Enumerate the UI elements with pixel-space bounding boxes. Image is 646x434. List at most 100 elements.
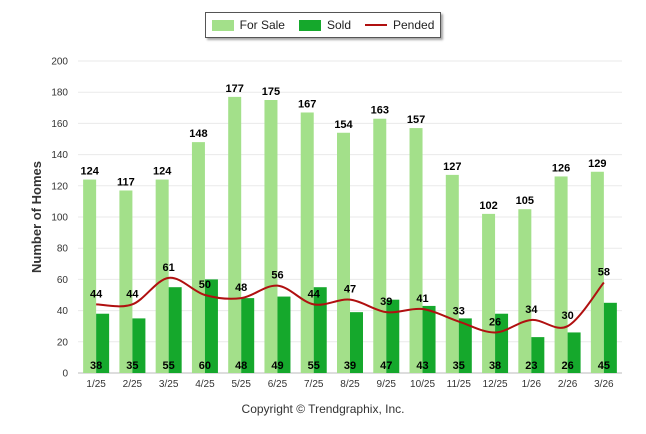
x-tick-label: 3/26	[594, 379, 614, 390]
data-label-for-sale: 148	[189, 128, 207, 140]
x-tick-label: 4/25	[195, 379, 215, 390]
data-label-sold: 45	[598, 360, 610, 372]
bar-for-sale	[482, 213, 496, 373]
x-tick-label: 12/25	[483, 379, 508, 390]
data-label-for-sale: 105	[516, 195, 534, 207]
bar-for-sale	[590, 171, 604, 373]
data-label-sold: 35	[126, 360, 138, 372]
data-label-pended: 34	[525, 304, 538, 316]
legend-item-sold[interactable]: Sold	[298, 18, 351, 32]
data-label-for-sale: 124	[80, 166, 99, 178]
bar-for-sale	[155, 179, 169, 373]
y-tick-label: 120	[51, 181, 68, 192]
bar-for-sale	[119, 190, 133, 373]
y-axis-label: Number of Homes	[29, 161, 44, 273]
bar-sold	[204, 279, 218, 373]
y-tick-label: 200	[51, 57, 68, 68]
data-label-pended: 41	[416, 293, 428, 305]
legend-label-for-sale: For Sale	[239, 18, 285, 32]
bar-sold	[386, 299, 400, 373]
data-label-for-sale: 127	[443, 161, 461, 173]
x-tick-label: 2/25	[123, 379, 143, 390]
data-label-sold: 48	[235, 360, 247, 372]
bar-for-sale	[518, 209, 532, 373]
y-axis: 0 20 40 60 80 100 120 140 160 180 200	[51, 57, 68, 380]
x-tick-label: 10/25	[410, 379, 435, 390]
data-label-sold: 55	[163, 360, 175, 372]
x-tick-label: 2/26	[558, 379, 578, 390]
bar-sold	[350, 312, 363, 373]
y-tick-label: 0	[62, 369, 68, 380]
line-pended	[96, 276, 605, 334]
bar-sold	[567, 332, 581, 373]
data-label-sold: 35	[453, 360, 465, 372]
bar-sold	[495, 313, 509, 373]
bar-for-sale	[409, 128, 423, 373]
data-label-pended: 47	[344, 284, 356, 296]
data-label-pended: 44	[126, 288, 139, 300]
data-label-pended: 26	[489, 316, 501, 328]
bar-sold	[531, 337, 545, 373]
bar-for-sale	[445, 174, 459, 373]
y-tick-label: 20	[57, 337, 69, 348]
y-tick-label: 40	[57, 306, 69, 317]
data-label-pended: 44	[308, 288, 321, 300]
legend-label-sold: Sold	[326, 18, 351, 32]
bar-for-sale	[228, 96, 242, 373]
y-tick-label: 60	[57, 275, 69, 286]
x-tick-label: 11/25	[447, 379, 472, 390]
data-label-for-sale: 154	[334, 119, 353, 131]
data-label-pended: 48	[235, 282, 247, 294]
y-tick-label: 180	[51, 88, 68, 99]
bar-sold	[313, 287, 327, 373]
x-tick-label: 8/25	[340, 379, 360, 390]
bar-sold	[96, 313, 110, 373]
legend-label-pended: Pended	[393, 18, 435, 32]
legend-swatch-pended	[365, 24, 387, 26]
data-label-sold: 38	[90, 360, 102, 372]
copyright-text: Copyright © Trendgraphix, Inc.	[241, 402, 405, 416]
data-label-pended: 44	[90, 288, 103, 300]
data-label-sold: 60	[199, 360, 211, 372]
bar-for-sale	[83, 179, 97, 373]
legend-item-pended[interactable]: Pended	[365, 18, 434, 32]
data-label-for-sale: 167	[298, 98, 316, 110]
x-tick-label: 1/26	[522, 379, 542, 390]
data-label-for-sale: 117	[117, 176, 135, 188]
bar-for-sale	[373, 118, 387, 373]
bar-sold	[422, 305, 436, 373]
data-label-sold: 39	[344, 360, 356, 372]
data-label-sold: 47	[380, 360, 392, 372]
data-label-for-sale: 175	[262, 86, 280, 98]
x-tick-label: 3/25	[159, 379, 179, 390]
data-label-for-sale: 163	[371, 105, 389, 117]
data-label-pended: 56	[271, 270, 283, 282]
data-label-for-sale: 129	[588, 158, 606, 170]
data-label-sold: 38	[489, 360, 501, 372]
bar-sold	[603, 302, 617, 373]
x-tick-label: 7/25	[304, 379, 324, 390]
data-label-pended: 39	[380, 296, 392, 308]
series-for-sale: 124 117 124 148 177 175 167 154 163 157 127 102 105 1…	[80, 83, 607, 373]
data-label-sold: 43	[416, 360, 428, 372]
series-sold: 38 35 55 60 48 49 55 39 47 43 35 38 23 26 45	[90, 279, 617, 373]
y-tick-label: 140	[51, 150, 68, 161]
legend-swatch-sold	[298, 19, 321, 31]
data-label-pended: 33	[453, 306, 465, 318]
bar-sold	[458, 318, 472, 373]
y-tick-label: 160	[51, 119, 68, 130]
legend-swatch-for-sale	[211, 19, 234, 31]
data-label-pended: 50	[199, 279, 211, 291]
data-label-sold: 23	[525, 360, 537, 372]
data-label-sold: 49	[271, 360, 283, 372]
x-tick-label: 1/25	[86, 379, 106, 390]
bar-sold	[168, 287, 182, 373]
data-label-for-sale: 124	[153, 166, 172, 178]
x-tick-label: 9/25	[377, 379, 397, 390]
bar-for-sale	[554, 176, 568, 373]
bar-for-sale	[191, 142, 205, 373]
bar-for-sale	[300, 112, 314, 373]
legend-item-for-sale[interactable]: For Sale	[211, 18, 285, 32]
data-label-for-sale: 177	[226, 83, 244, 95]
data-label-for-sale: 126	[552, 162, 570, 174]
